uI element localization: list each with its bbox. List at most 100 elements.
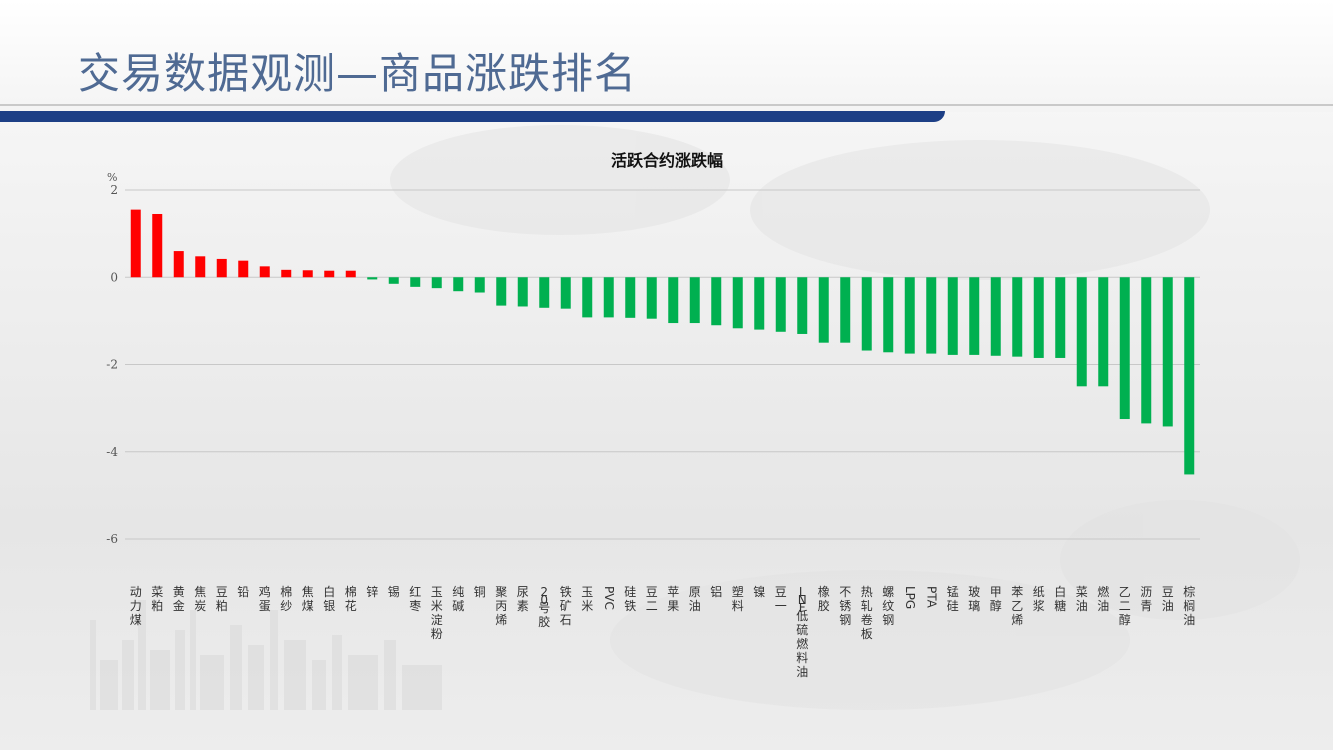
category-label: 玻璃 — [968, 585, 980, 613]
category-label: 白银 — [323, 584, 335, 613]
bar — [1076, 277, 1087, 387]
bar — [689, 277, 700, 324]
category-label: LPG — [903, 586, 917, 609]
category-label: PVC — [602, 586, 616, 610]
page-title: 交易数据观测—商品涨跌排名 — [78, 49, 638, 98]
grid-lines — [125, 189, 1200, 540]
category-label: 黄金 — [173, 585, 185, 613]
category-label: 原油 — [689, 585, 701, 613]
category-label: 菜油 — [1076, 585, 1088, 613]
category-label: 铝 — [710, 584, 722, 599]
bar — [410, 277, 421, 287]
category-label: 锰硅 — [947, 584, 959, 613]
bar — [775, 277, 786, 332]
bar — [474, 277, 485, 293]
bar — [130, 209, 141, 278]
bar — [603, 277, 614, 318]
bar — [216, 258, 227, 278]
category-label: 镍 — [753, 585, 765, 599]
category-label: PTA — [924, 586, 938, 609]
category-label: 红枣 — [409, 584, 421, 613]
bar — [238, 260, 249, 278]
bar — [259, 266, 270, 278]
bar — [754, 277, 765, 330]
category-label: 乙二醇 — [1119, 585, 1131, 627]
category-label: 塑料 — [732, 584, 744, 613]
category-label: 橡胶 — [818, 585, 830, 613]
category-label: 焦炭 — [194, 585, 206, 613]
bar — [173, 251, 184, 278]
bar — [625, 277, 636, 318]
bar — [646, 277, 657, 319]
bar — [1098, 277, 1109, 387]
bars — [130, 209, 1195, 475]
y-axis-unit: % — [107, 171, 117, 184]
bar — [367, 277, 378, 280]
category-label: 棉纱 — [280, 585, 292, 613]
category-label: 沥青 — [1140, 585, 1152, 613]
category-label: 铜 — [474, 584, 486, 599]
category-label: 焦煤 — [302, 585, 314, 613]
y-tick-label: 2 — [110, 183, 118, 197]
category-labels: 动力煤菜粕黄金焦炭豆粕铅 鸡蛋棉纱焦煤白银棉花锌锡红枣玉米淀粉纯碱铜 聚丙烯尿素 2 0… — [130, 584, 1196, 679]
header-divider — [0, 104, 1333, 106]
category-label: 苯乙烯 — [1011, 585, 1023, 627]
bar — [668, 277, 679, 324]
bar — [453, 277, 464, 292]
category-label: L N F 低硫燃料油 — [796, 585, 808, 679]
y-tick-label: -6 — [106, 532, 118, 546]
category-label: 动力煤 — [130, 585, 142, 627]
y-tick-label: 0 — [110, 270, 118, 284]
category-label: 玉米淀粉 — [431, 585, 443, 641]
category-label: 纯碱 — [452, 585, 464, 613]
bar — [517, 277, 528, 307]
category-label: 燃油 — [1097, 584, 1109, 613]
bar — [732, 277, 743, 329]
bar — [345, 270, 356, 278]
category-label: 聚丙烯 — [495, 585, 507, 627]
bar — [1141, 277, 1152, 424]
bar — [324, 270, 335, 278]
y-tick-label: -2 — [106, 358, 118, 372]
bar — [281, 269, 292, 278]
category-label: 锌 — [366, 585, 378, 599]
category-label: 棕榈油 — [1183, 584, 1195, 627]
bar — [1055, 277, 1066, 358]
bar — [711, 277, 722, 326]
bar — [1012, 277, 1023, 357]
category-label: 豆一 — [775, 585, 787, 613]
bar — [1119, 277, 1130, 420]
bar — [152, 213, 163, 278]
category-label: 螺纹钢 — [882, 585, 894, 627]
category-label: 棉花 — [345, 585, 357, 613]
bar — [539, 277, 550, 308]
bar — [431, 277, 442, 289]
bar — [990, 277, 1001, 356]
bar — [904, 277, 915, 354]
category-label: 锡 — [388, 584, 400, 599]
category-label: 2 0 号胶 — [538, 585, 550, 629]
category-label: 不锈钢 — [839, 585, 851, 627]
bar — [947, 277, 958, 355]
bar — [883, 277, 894, 353]
bar — [926, 277, 937, 354]
category-label: 甲醇 — [990, 585, 1002, 613]
y-tick-label: -4 — [106, 445, 118, 459]
bar — [861, 277, 872, 351]
bar — [818, 277, 829, 343]
header-background — [0, 0, 1333, 112]
category-label: 苹果 — [667, 585, 679, 613]
bar — [388, 277, 399, 284]
bar — [1033, 277, 1044, 358]
bar — [969, 277, 980, 355]
bar — [302, 270, 313, 278]
bar — [560, 277, 571, 309]
category-label: 鸡蛋 — [259, 584, 271, 613]
category-label: 豆油 — [1162, 585, 1174, 613]
bar — [797, 277, 808, 334]
category-label: 尿素 — [517, 585, 529, 613]
bar — [840, 277, 851, 343]
y-axis-ticks: 2 0 -2 -4 -6 — [106, 183, 118, 546]
